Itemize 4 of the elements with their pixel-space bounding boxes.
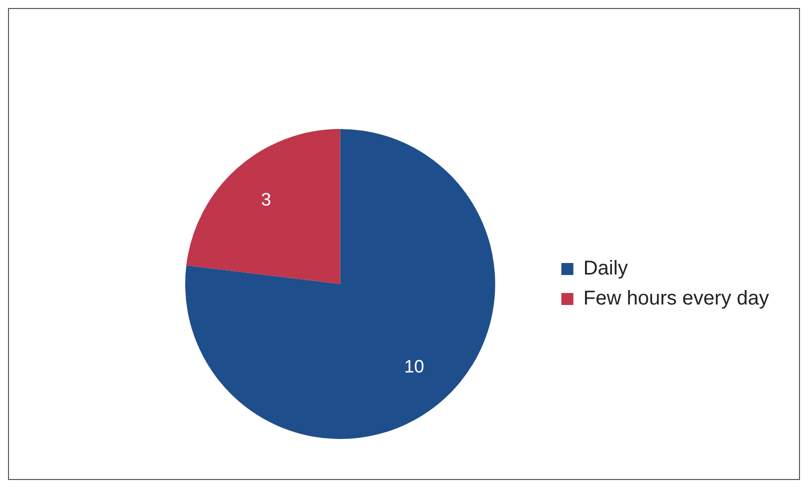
legend-label: Daily: [583, 258, 628, 280]
legend-label: Few hours every day: [583, 288, 770, 310]
data-label: 10: [404, 356, 424, 377]
data-label: 3: [261, 189, 272, 210]
